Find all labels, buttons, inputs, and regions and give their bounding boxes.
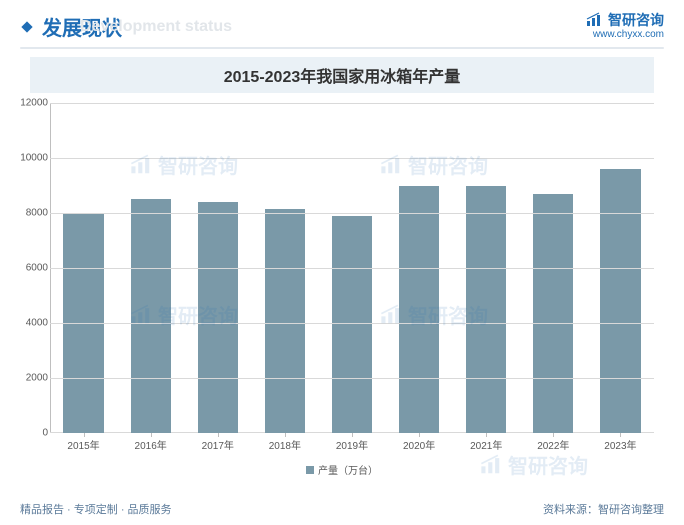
x-tick-label: 2018年 bbox=[251, 437, 318, 452]
brand-url: www.chyxx.com bbox=[586, 29, 664, 41]
header-brand: 智研咨询 www.chyxx.com bbox=[586, 12, 664, 41]
x-tick-label: 2017年 bbox=[184, 437, 251, 452]
legend: 产量（万台） bbox=[0, 462, 684, 477]
x-axis-labels: 2015年2016年2017年2018年2019年2020年2021年2022年… bbox=[50, 437, 654, 452]
brand-name: 智研咨询 bbox=[608, 12, 664, 29]
x-tick-label: 2020年 bbox=[386, 437, 453, 452]
brand-icon bbox=[586, 12, 602, 28]
chart-title: 2015-2023年我国家用冰箱年产量 bbox=[30, 57, 654, 93]
chart-area: 020004000600080001000012000 bbox=[50, 103, 654, 433]
bar bbox=[466, 186, 506, 434]
header-title-en: Development status bbox=[80, 18, 232, 36]
bar bbox=[600, 169, 640, 433]
bar bbox=[265, 209, 305, 433]
diamond-icon bbox=[20, 20, 34, 34]
plot bbox=[50, 103, 654, 433]
x-tick-label: 2022年 bbox=[520, 437, 587, 452]
legend-label: 产量（万台） bbox=[318, 462, 378, 477]
gridline bbox=[50, 268, 654, 269]
x-tick-label: 2023年 bbox=[587, 437, 654, 452]
x-tick-label: 2015年 bbox=[50, 437, 117, 452]
bar bbox=[533, 194, 573, 433]
header-left: Development status 发展现状 bbox=[20, 12, 122, 41]
y-tick-label: 6000 bbox=[10, 263, 48, 274]
header: Development status 发展现状 智研咨询 www.chyxx.c… bbox=[0, 0, 684, 47]
bar bbox=[332, 216, 372, 433]
footer-left: 精品报告 · 专项定制 · 品质服务 bbox=[20, 501, 172, 517]
gridline bbox=[50, 378, 654, 379]
footer: 精品报告 · 专项定制 · 品质服务 资料来源：智研咨询整理 bbox=[20, 501, 664, 517]
y-tick-label: 12000 bbox=[10, 98, 48, 109]
gridline bbox=[50, 323, 654, 324]
y-tick-label: 8000 bbox=[10, 208, 48, 219]
brand-line: 智研咨询 bbox=[586, 12, 664, 29]
legend-swatch bbox=[306, 466, 314, 474]
bar bbox=[131, 199, 171, 433]
y-tick-label: 4000 bbox=[10, 318, 48, 329]
bar bbox=[399, 186, 439, 434]
y-tick-label: 0 bbox=[10, 428, 48, 439]
y-tick-label: 10000 bbox=[10, 153, 48, 164]
x-tick-label: 2019年 bbox=[318, 437, 385, 452]
header-underline bbox=[20, 47, 664, 49]
bar bbox=[198, 202, 238, 433]
gridline bbox=[50, 103, 654, 104]
x-tick-label: 2016年 bbox=[117, 437, 184, 452]
y-tick-label: 2000 bbox=[10, 373, 48, 384]
gridline bbox=[50, 158, 654, 159]
x-tick-label: 2021年 bbox=[453, 437, 520, 452]
y-axis: 020004000600080001000012000 bbox=[10, 103, 48, 433]
gridline bbox=[50, 213, 654, 214]
footer-right: 资料来源：智研咨询整理 bbox=[543, 501, 664, 517]
